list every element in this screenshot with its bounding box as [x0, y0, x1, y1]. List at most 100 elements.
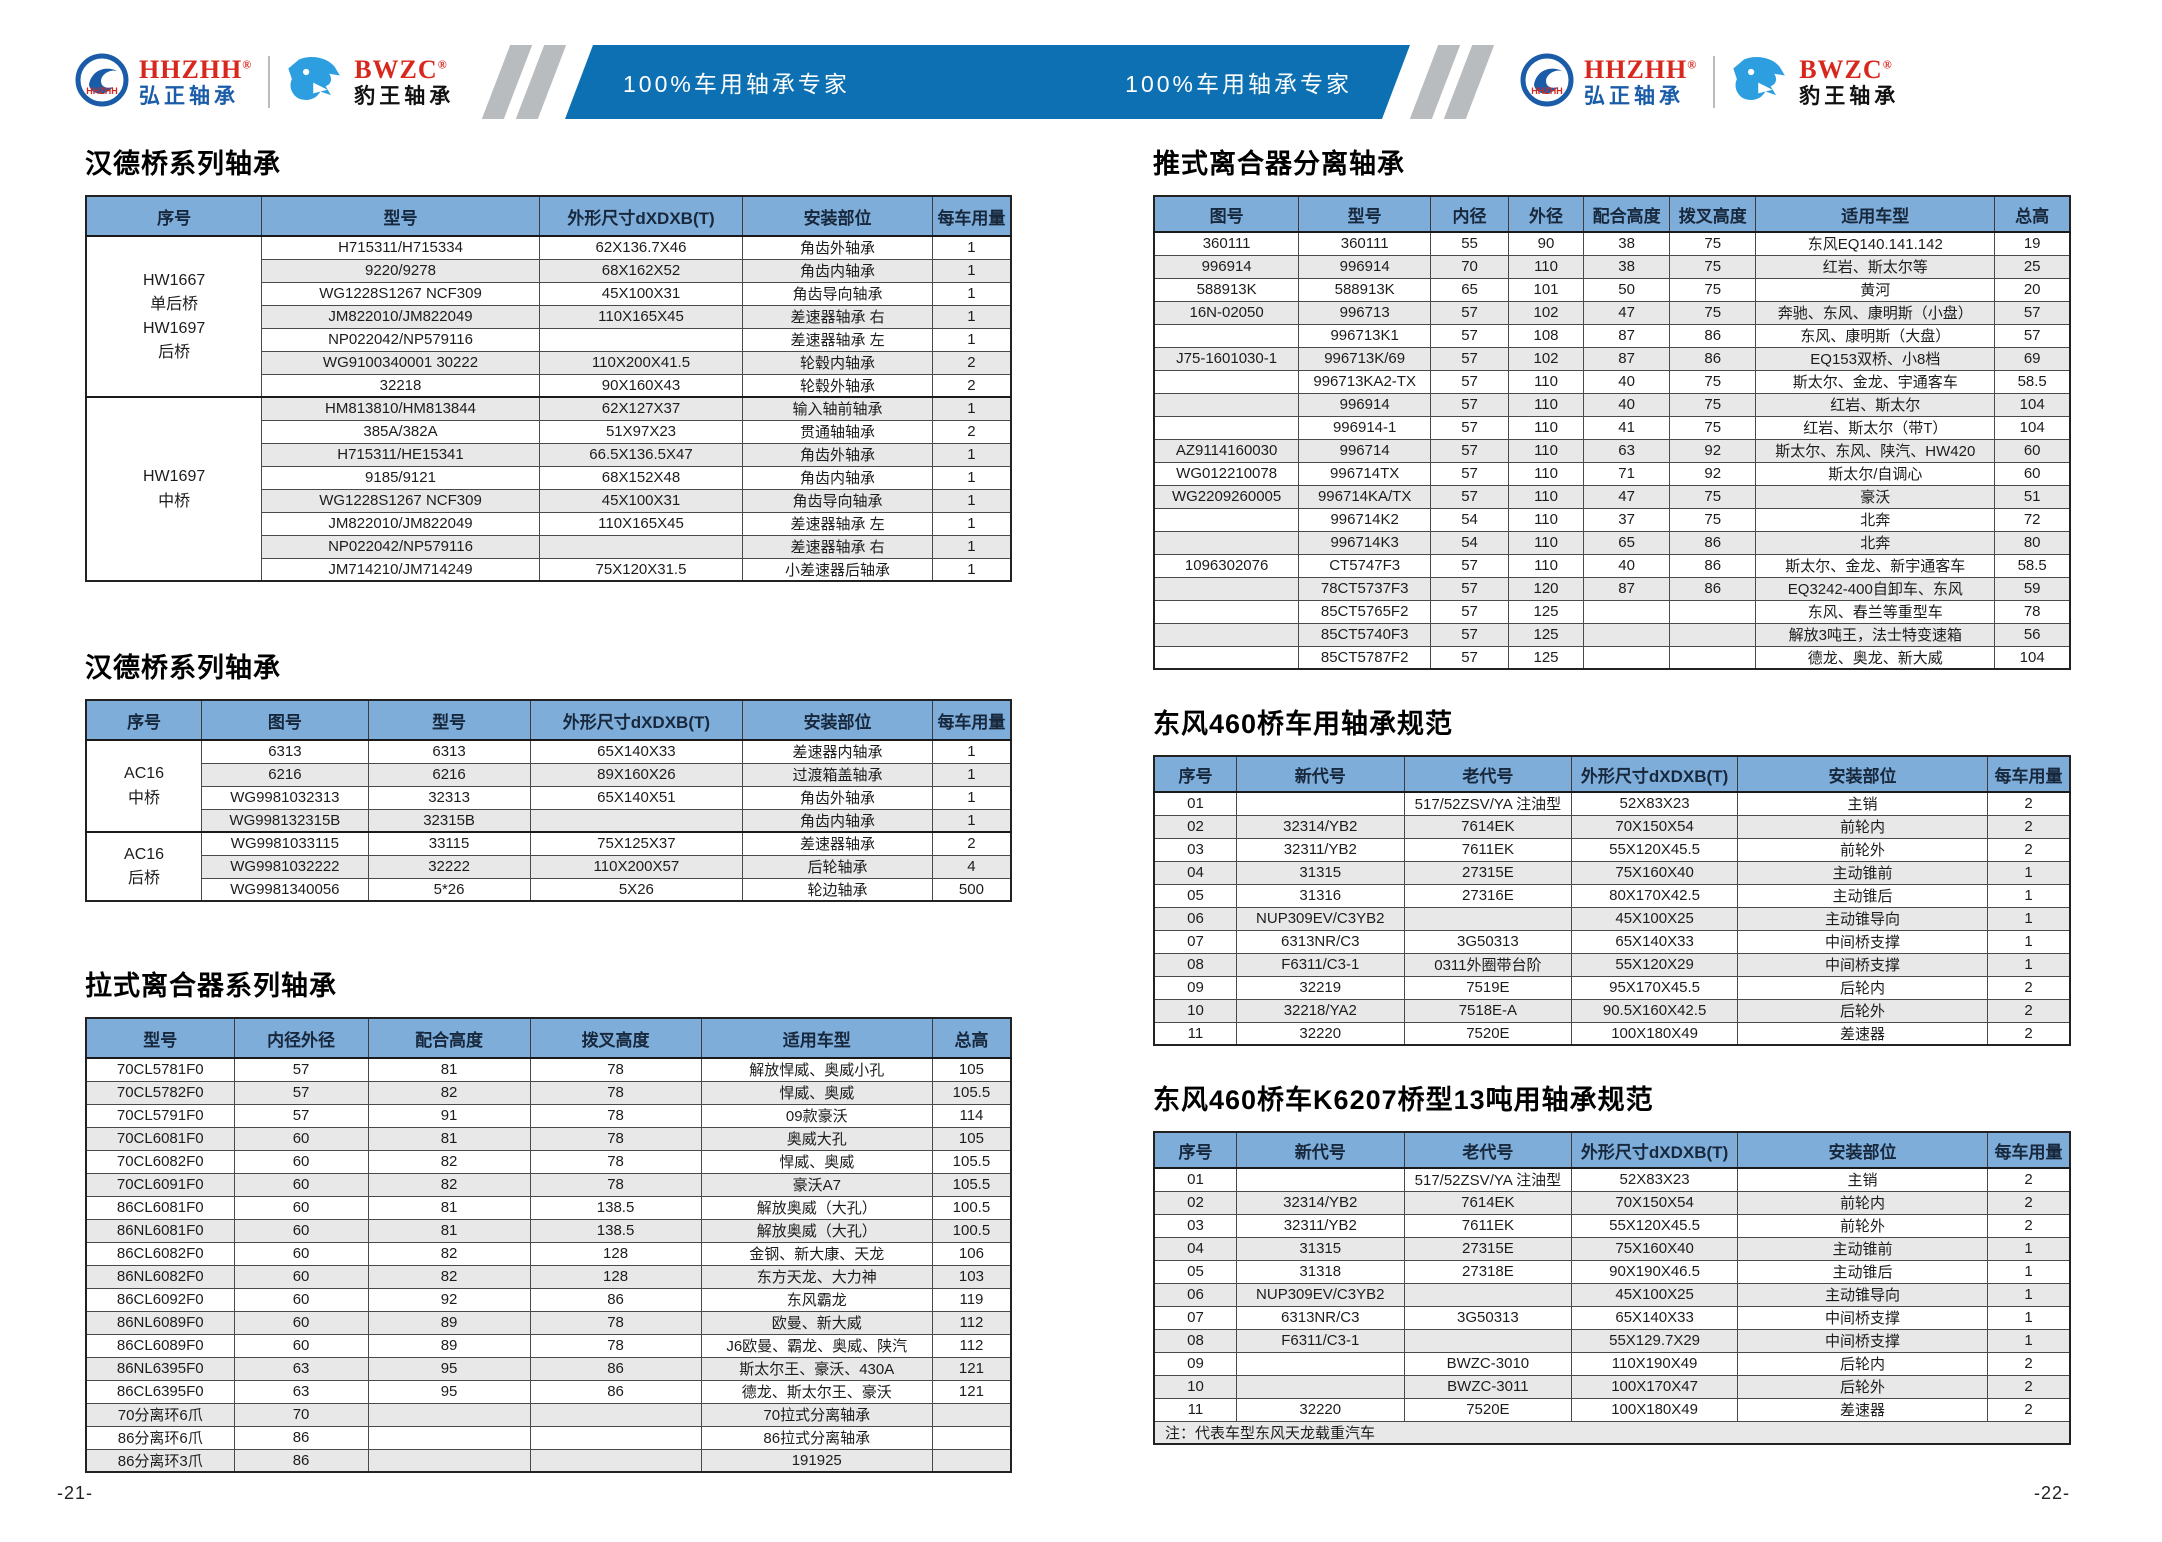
table-cell: 轮边轴承 [742, 877, 933, 902]
dongfeng-k6207-table: 序号 新代号 老代号 外形尺寸dXDXB(T) 安装部位 每车用量 01 517/52ZSV/… [1153, 1131, 2071, 1445]
table-cell: 75 [1669, 254, 1757, 279]
table-cell: 70CL5782F0 [85, 1080, 235, 1105]
table-cell: 57 [1430, 346, 1509, 371]
table-cell: 86CL6092F0 [85, 1287, 235, 1312]
table-cell: 92 [367, 1287, 531, 1312]
left-page: 汉德桥系列轴承 序号 型号 外形尺寸dXDXB(T) 安装部位 每车用量 HW1667 单后… [85, 142, 1012, 1473]
table-row: 04 31315 27315E 75X160X40 主动锥前 1 [1153, 860, 2071, 885]
column-header: 图号 [201, 699, 369, 741]
table-row: 16N-02050 996713 57 102 47 75 奔驰、东风、康明斯（小盘） 57 [1153, 300, 2071, 325]
table-row: 385A/382A 51X97X23 贯通轴轴承 2 [86, 419, 1012, 444]
table-cell: 04 [1153, 860, 1237, 885]
table-cell: 32315B [367, 808, 531, 833]
table-cell: 90X190X46.5 [1571, 1259, 1738, 1284]
column-header: 适用车型 [1755, 195, 1996, 233]
brand-hhzhh: HHZHH HHZHH® 弘正轴承 [75, 53, 252, 112]
table-cell: 125 [1507, 599, 1585, 624]
column-header: 每车用量 [1987, 755, 2071, 793]
table-cell: 7520E [1403, 1397, 1573, 1422]
table-row: WG998132315B 32315B 角齿内轴承 1 [86, 808, 1012, 833]
table-cell: 78 [529, 1080, 702, 1105]
table-cell: 32313 [367, 785, 531, 810]
table-cell: 80 [1994, 530, 2071, 555]
table-cell: 81 [367, 1195, 531, 1220]
table-cell: J75-1601030-1 [1153, 346, 1300, 371]
table-cell: 57 [1430, 461, 1509, 486]
table-cell: 996714KA/TX [1298, 484, 1432, 509]
table-cell: 过渡箱盖轴承 [742, 762, 933, 787]
table-cell: 31315 [1235, 1236, 1405, 1261]
svg-text:HHZHH: HHZHH [86, 86, 118, 96]
table-cell: 86CL6395F0 [85, 1379, 235, 1404]
table-cell: 04 [1153, 1236, 1237, 1261]
table-cell: 7519E [1403, 975, 1573, 1000]
column-header: 安装部位 [1736, 755, 1989, 793]
table-cell: 75 [1669, 300, 1757, 325]
table-cell: 70CL6082F0 [85, 1149, 235, 1174]
table-cell: 110 [1507, 530, 1585, 555]
table-cell: 360111 [1153, 231, 1300, 256]
table-cell: JM714210/JM714249 [261, 557, 540, 582]
table-cell: 差速器轴承 左 [742, 511, 933, 536]
table-cell: 57 [1430, 438, 1509, 463]
table-cell: 102 [1507, 300, 1585, 325]
table-cell: 55X120X45.5 [1571, 837, 1738, 862]
table-cell: 90.5X160X42.5 [1571, 998, 1738, 1023]
table-cell: 55X129.7X29 [1571, 1328, 1738, 1353]
table-cell [931, 1425, 1012, 1450]
logo-divider [1713, 56, 1716, 108]
table-cell: 62X136.7X46 [538, 235, 744, 260]
table-cell: 81 [367, 1057, 531, 1082]
table-note: 注：代表车型东风天龙载重汽车 [1153, 1420, 2071, 1445]
table-cell: 1 [931, 442, 1012, 467]
table-cell: 0311外圈带台阶 [1403, 952, 1573, 977]
table-cell: WG2209260005 [1153, 484, 1300, 509]
table-cell: 86 [529, 1356, 702, 1381]
table-cell: 32220 [1235, 1397, 1405, 1422]
table-cell: 2 [1987, 791, 2071, 816]
column-header: 老代号 [1403, 755, 1573, 793]
table-row: 05 31316 27316E 80X170X42.5 主动锥后 1 [1153, 883, 2071, 908]
table-cell [367, 1425, 531, 1450]
table-cell: 解放3吨王，法士特变速箱 [1755, 622, 1996, 647]
table-cell: 128 [529, 1241, 702, 1266]
table-cell: 32311/YB2 [1235, 1213, 1405, 1238]
table-cell: 奔驰、东风、康明斯（小盘） [1755, 300, 1996, 325]
table-cell: 2 [1987, 1374, 2071, 1399]
table-cell: 中间桥支撑 [1736, 952, 1989, 977]
table-cell: 103 [931, 1264, 1012, 1289]
table-cell: 87 [1583, 323, 1671, 348]
table-cell: 2 [1987, 1167, 2071, 1192]
table-cell [1235, 1167, 1405, 1192]
table-cell: 08 [1153, 1328, 1237, 1353]
table-cell: 差速器轴承 右 [742, 304, 933, 329]
table-cell: 86CL6081F0 [85, 1195, 235, 1220]
table-cell [1235, 791, 1405, 816]
table-cell: 125 [1507, 645, 1585, 670]
column-header: 外形尺寸dXDXB(T) [1571, 1131, 1738, 1169]
table-cell: 75X120X31.5 [538, 557, 744, 582]
table-cell: 东风、春兰等重型车 [1755, 599, 1996, 624]
column-header: 序号 [1153, 755, 1237, 793]
table-cell: 2 [931, 831, 1012, 856]
table-cell: 996713K1 [1298, 323, 1432, 348]
table-cell: F6311/C3-1 [1235, 952, 1405, 977]
column-header: 内径 [1430, 195, 1509, 233]
page-header: HHZHH HHZHH® 弘正轴承 BWZC® [0, 45, 2162, 119]
table-cell: 1 [1987, 883, 2071, 908]
table-cell: 60 [233, 1333, 369, 1358]
table-cell: 138.5 [529, 1218, 702, 1243]
table-cell: 2 [1987, 1190, 2071, 1215]
column-header: 安装部位 [1736, 1131, 1989, 1169]
table-cell: 63 [233, 1379, 369, 1404]
table-cell: 57 [1994, 323, 2071, 348]
table-cell: 4 [931, 854, 1012, 879]
table-cell: 86拉式分离轴承 [700, 1425, 933, 1450]
table-cell: 110X165X45 [538, 304, 744, 329]
table-row: AC16 中桥 6313 6313 65X140X33 差速器内轴承 1 [85, 739, 1012, 833]
table-cell: 78 [529, 1172, 702, 1197]
table-cell: 78 [529, 1310, 702, 1335]
